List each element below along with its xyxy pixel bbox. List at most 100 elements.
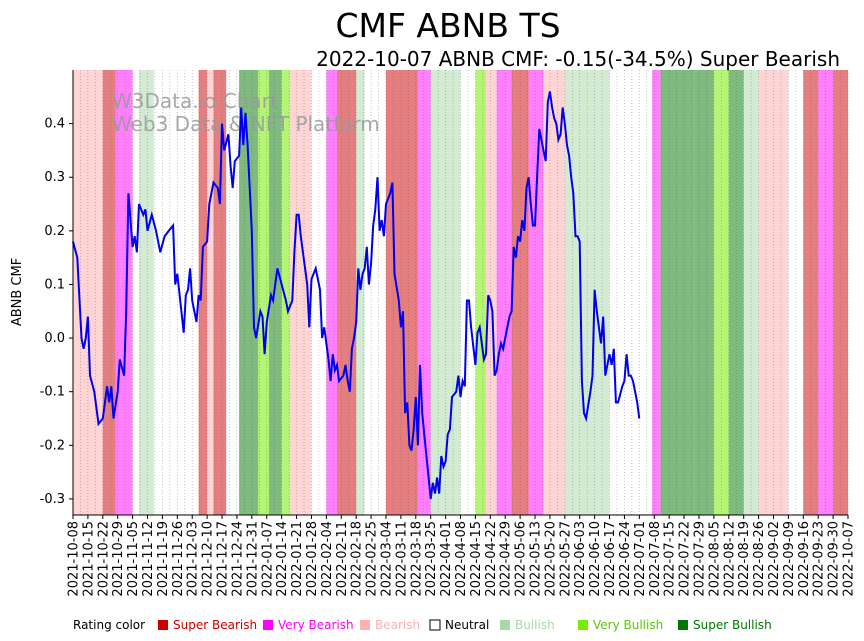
x-tick-label: 2021-11-12	[141, 521, 156, 597]
x-tick-label: 2022-06-03	[573, 521, 588, 597]
chart-title: CMF ABNB TS	[335, 6, 560, 45]
x-tick-label: 2022-01-14	[275, 521, 290, 597]
x-tick-label: 2021-11-05	[126, 521, 141, 597]
legend-swatch-bearish	[360, 620, 370, 630]
x-tick-label: 2022-06-24	[618, 521, 633, 597]
x-tick-label: 2022-09-09	[782, 521, 797, 597]
y-tick-label: 0.1	[44, 277, 65, 292]
x-tick-label: 2022-03-25	[424, 521, 439, 597]
y-tick-label: 0.3	[44, 170, 65, 185]
x-tick-label: 2022-07-15	[663, 521, 678, 597]
x-tick-label: 2022-09-02	[767, 521, 782, 597]
x-tick-label: 2022-04-29	[499, 521, 514, 597]
legend-label-super-bearish: Super Bearish	[173, 618, 257, 632]
rating-band-very-bearish	[528, 70, 544, 515]
x-tick-label: 2022-03-18	[409, 521, 424, 597]
chart-subtitle: 2022-10-07 ABNB CMF: -0.15(-34.5%) Super…	[316, 47, 840, 71]
x-tick-label: 2022-05-06	[514, 521, 529, 597]
legend-swatch-very-bullish	[578, 620, 588, 630]
rating-band-super-bullish	[694, 70, 714, 515]
rating-band-very-bearish	[115, 70, 133, 515]
x-tick-label: 2022-05-20	[543, 521, 558, 597]
x-tick-label: 2022-04-08	[454, 521, 469, 597]
y-tick-label: -0.1	[40, 385, 65, 400]
rating-band-very-bullish	[258, 70, 269, 515]
legend-label-very-bearish: Very Bearish	[278, 618, 354, 632]
rating-band-neutral	[364, 70, 386, 515]
x-tick-label: 2021-12-10	[201, 521, 216, 597]
x-tick-label: 2022-09-30	[827, 521, 842, 597]
x-tick-label: 2022-02-18	[350, 521, 365, 597]
x-tick-label: 2022-07-08	[648, 521, 663, 597]
rating-legend: Rating color Super Bearish Very Bearish Be…	[73, 618, 772, 632]
legend-label-very-bullish: Very Bullish	[593, 618, 663, 632]
x-tick-label: 2022-04-15	[469, 521, 484, 597]
x-tick-label: 2022-06-17	[603, 521, 618, 597]
rating-band-neutral	[609, 70, 653, 515]
x-tick-label: 2022-08-12	[722, 521, 737, 597]
x-tick-label: 2022-01-21	[290, 521, 305, 597]
rating-band-super-bearish	[385, 70, 418, 515]
x-tick-label: 2021-10-15	[81, 521, 96, 597]
x-tick-label: 2022-06-10	[588, 521, 603, 597]
y-tick-label: -0.3	[40, 492, 65, 507]
x-ticks: 2021-10-08 2021-10-15 2021-10-22 2021-10-29…	[67, 515, 857, 597]
x-tick-label: 2021-10-08	[67, 521, 82, 597]
x-tick-label: 2022-08-05	[707, 521, 722, 597]
rating-band-bullish	[139, 70, 154, 515]
legend-swatch-super-bullish	[678, 620, 688, 630]
x-tick-label: 2021-10-29	[111, 521, 126, 597]
y-tick-label: -0.2	[40, 438, 65, 453]
rating-band-super-bullish	[268, 70, 282, 515]
x-tick-label: 2022-05-27	[558, 521, 573, 597]
x-tick-label: 2022-07-29	[692, 521, 707, 597]
y-tick-label: 0.4	[44, 117, 65, 132]
x-tick-label: 2022-05-13	[529, 521, 544, 597]
rating-band-bearish	[290, 70, 312, 515]
rating-band-bullish	[356, 70, 365, 515]
rating-band-very-bullish	[281, 70, 291, 515]
x-tick-label: 2022-01-28	[305, 521, 320, 597]
watermark-line-1: W3Data.io Chart	[112, 89, 278, 113]
y-ticks: -0.3 -0.2 -0.1 0.0 0.1 0.2 0.3 0.4	[40, 117, 73, 507]
x-tick-label: 2021-12-03	[186, 521, 201, 597]
legend-swatch-very-bearish	[263, 620, 273, 630]
x-tick-label: 2022-02-25	[365, 521, 380, 597]
rating-band-very-bearish	[417, 70, 431, 515]
x-tick-label: 2022-04-01	[439, 521, 454, 597]
x-tick-label: 2021-12-31	[245, 521, 260, 597]
legend-swatch-neutral	[429, 619, 441, 631]
rating-band-very-bearish	[652, 70, 661, 515]
legend-swatch-super-bearish	[158, 620, 168, 630]
x-tick-label: 2021-12-24	[230, 521, 245, 597]
x-tick-label: 2022-08-19	[737, 521, 752, 597]
rating-band-super-bullish	[239, 70, 259, 515]
rating-band-super-bearish	[213, 70, 227, 515]
legend-label-super-bullish: Super Bullish	[693, 618, 772, 632]
x-tick-label: 2022-02-11	[335, 521, 350, 597]
x-tick-label: 2021-11-19	[156, 521, 171, 597]
legend-label: Rating color	[73, 618, 145, 632]
legend-label-bullish: Bullish	[515, 618, 555, 632]
x-tick-label: 2021-11-26	[171, 521, 186, 597]
x-tick-label: 2022-04-22	[484, 521, 499, 597]
rating-band-super-bearish	[102, 70, 116, 515]
legend-swatch-bullish	[500, 620, 510, 630]
x-tick-label: 2022-02-04	[320, 521, 335, 597]
rating-band-super-bullish	[660, 70, 695, 515]
rating-band-bearish	[543, 70, 565, 515]
rating-band-very-bullish	[475, 70, 487, 515]
rating-band-very-bearish	[496, 70, 512, 515]
x-tick-label: 2021-10-22	[96, 521, 111, 597]
rating-band-neutral	[132, 70, 140, 515]
x-tick-label: 2022-07-01	[633, 521, 648, 597]
x-tick-label: 2022-01-07	[260, 521, 275, 597]
x-tick-label: 2022-03-04	[379, 521, 394, 597]
x-tick-label: 2022-07-22	[678, 521, 693, 597]
rating-band-super-bearish	[337, 70, 357, 515]
legend-label-bearish: Bearish	[375, 618, 420, 632]
rating-band-bearish	[486, 70, 497, 515]
x-tick-label: 2022-09-23	[812, 521, 827, 597]
y-axis-label: ABNB CMF	[10, 258, 25, 326]
